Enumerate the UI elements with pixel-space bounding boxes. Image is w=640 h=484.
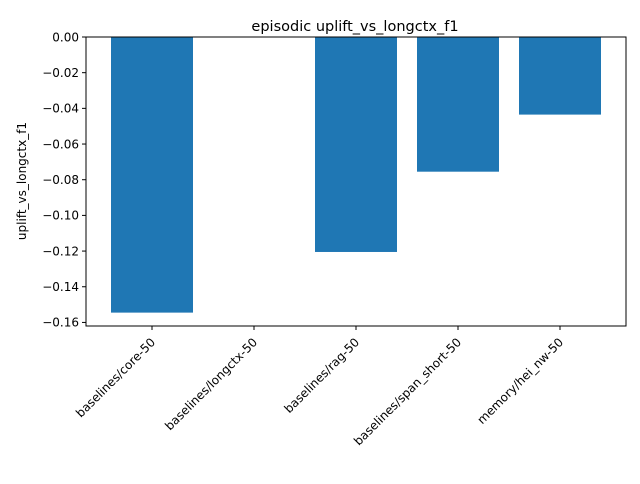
x-tick-label: baselines/span_short-50: [351, 335, 464, 448]
x-tick-label: baselines/longctx-50: [162, 335, 260, 433]
bar-5: [519, 37, 601, 115]
bar-1: [111, 37, 193, 313]
y-tick-label: −0.08: [42, 173, 79, 187]
y-tick-label: −0.14: [42, 280, 79, 294]
y-tick-label: −0.02: [42, 66, 79, 80]
x-axis: baselines/core-50 baselines/longctx-50 bas…: [73, 326, 566, 448]
bars-layer: [111, 37, 601, 313]
y-tick-label: −0.16: [42, 316, 79, 330]
y-axis-label: uplift_vs_longctx_f1: [15, 122, 29, 240]
axes-frame: [85, 36, 627, 327]
y-tick-label: 0.00: [52, 30, 79, 44]
chart-title: episodic uplift_vs_longctx_f1: [251, 19, 458, 35]
x-tick-label: memory/hei_nw-50: [475, 335, 567, 427]
x-tick-label: baselines/core-50: [73, 335, 158, 420]
x-tick-label: baselines/rag-50: [281, 335, 362, 416]
plot-frame: [85, 36, 627, 327]
y-tick-label: −0.12: [42, 244, 79, 258]
y-tick-label: −0.06: [42, 137, 79, 151]
bar-4: [417, 37, 499, 172]
bar-3: [315, 37, 397, 252]
y-tick-label: −0.10: [42, 209, 79, 223]
y-tick-label: −0.04: [42, 102, 79, 116]
y-axis: 0.00 −0.02 −0.04 −0.06 −0.08 −0.10 −0.12 −0.14 −…: [42, 30, 86, 330]
